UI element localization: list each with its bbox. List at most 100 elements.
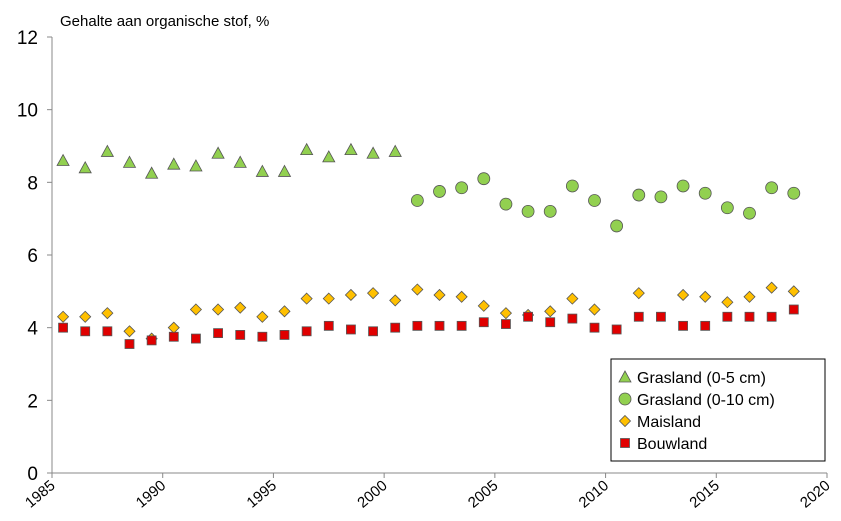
marker-circle — [654, 190, 668, 204]
marker-diamond — [721, 296, 734, 309]
y-tick-label: 8 — [27, 173, 38, 194]
marker-circle — [433, 185, 446, 198]
marker-square — [80, 326, 91, 337]
chart-title: Gehalte aan organische stof, % — [60, 13, 269, 30]
marker-square — [102, 326, 113, 337]
marker-diamond — [787, 285, 800, 298]
marker-square — [589, 322, 600, 333]
marker-square — [368, 326, 378, 337]
marker-diamond — [234, 301, 247, 314]
marker-diamond — [101, 307, 114, 320]
y-tick-label: 10 — [17, 101, 38, 122]
marker-diamond — [544, 305, 557, 318]
marker-square — [412, 320, 423, 331]
marker-diamond — [123, 325, 136, 338]
marker-triangle — [167, 157, 181, 170]
marker-diamond — [367, 287, 380, 300]
marker-circle — [632, 188, 646, 202]
marker-circle — [565, 179, 579, 193]
marker-square — [788, 304, 799, 315]
marker-diamond — [566, 292, 579, 305]
marker-triangle — [366, 146, 380, 159]
marker-square — [700, 320, 711, 331]
marker-triangle — [277, 164, 292, 177]
marker-square — [191, 333, 201, 344]
x-tick-label: 2015 — [686, 477, 722, 511]
marker-square — [722, 311, 733, 322]
marker-triangle — [299, 142, 314, 156]
marker-diamond — [765, 281, 778, 294]
marker-triangle — [122, 155, 137, 168]
marker-diamond — [632, 287, 645, 300]
marker-diamond — [189, 303, 202, 316]
marker-square — [766, 311, 777, 322]
marker-triangle — [78, 160, 92, 174]
marker-diamond — [79, 310, 92, 323]
marker-square — [523, 311, 533, 322]
x-tick-label: 2000 — [354, 477, 390, 511]
marker-circle — [618, 392, 632, 406]
marker-diamond — [256, 310, 269, 323]
marker-square — [434, 320, 445, 331]
y-tick-label: 4 — [27, 319, 38, 340]
marker-circle — [455, 181, 469, 195]
marker-diamond — [57, 310, 70, 323]
marker-square — [58, 322, 68, 333]
marker-square — [390, 322, 401, 333]
marker-square — [567, 313, 578, 324]
marker-diamond — [433, 288, 446, 302]
marker-triangle — [618, 370, 632, 383]
marker-circle — [588, 194, 601, 207]
marker-square — [168, 331, 179, 342]
legend-box — [610, 358, 826, 462]
marker-square — [279, 330, 290, 340]
x-tick-label: 2020 — [797, 477, 833, 511]
marker-diamond — [477, 299, 490, 312]
marker-square — [678, 320, 688, 331]
marker-triangle — [211, 146, 225, 159]
x-tick-label: 2010 — [576, 477, 612, 511]
marker-square — [478, 317, 489, 328]
marker-circle — [610, 219, 624, 233]
marker-circle — [787, 186, 801, 200]
marker-diamond — [499, 307, 512, 320]
marker-triangle — [189, 159, 203, 172]
marker-square — [213, 328, 223, 339]
marker-triangle — [255, 164, 270, 177]
y-tick-label: 0 — [27, 464, 38, 485]
marker-diamond — [699, 290, 712, 303]
marker-circle — [477, 172, 491, 186]
marker-square — [501, 319, 511, 329]
marker-triangle — [344, 142, 358, 156]
legend-label: Bouwland — [637, 436, 707, 453]
marker-diamond — [389, 294, 402, 307]
marker-circle — [543, 204, 557, 218]
marker-triangle — [100, 144, 115, 157]
marker-triangle — [144, 166, 159, 179]
marker-square — [744, 311, 755, 322]
marker-diamond — [455, 290, 468, 303]
marker-diamond — [677, 288, 690, 302]
marker-square — [545, 317, 556, 328]
marker-square — [620, 438, 630, 448]
marker-diamond — [278, 305, 291, 318]
legend-label: Grasland (0-10 cm) — [637, 392, 775, 409]
marker-square — [346, 324, 356, 335]
marker-diamond — [344, 288, 357, 302]
marker-diamond — [212, 303, 225, 316]
marker-diamond — [743, 290, 756, 303]
marker-square — [633, 311, 644, 322]
x-tick-label: 1990 — [133, 477, 169, 511]
marker-diamond — [300, 292, 313, 305]
marker-triangle — [322, 150, 336, 163]
marker-square — [146, 335, 157, 346]
marker-diamond — [167, 321, 180, 334]
marker-circle — [743, 206, 756, 220]
marker-triangle — [56, 153, 70, 166]
y-tick-label: 2 — [27, 391, 38, 412]
x-tick-label: 1995 — [244, 477, 280, 511]
marker-circle — [698, 186, 712, 200]
y-tick-label: 6 — [27, 246, 38, 267]
marker-circle — [765, 181, 779, 195]
marker-square — [257, 331, 268, 342]
